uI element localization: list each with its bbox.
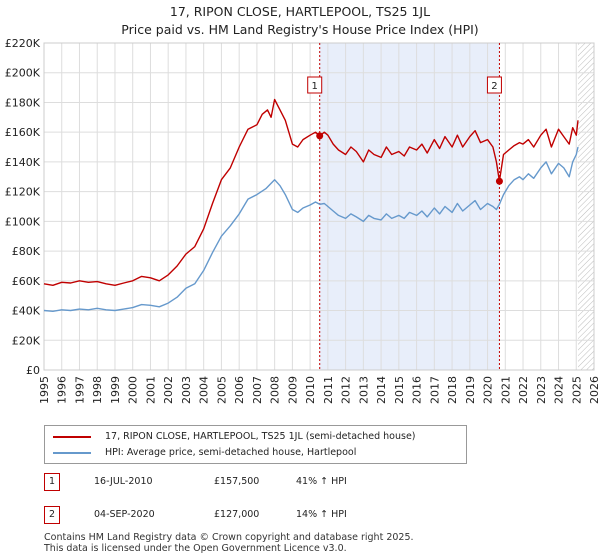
plot-area [44, 43, 594, 370]
y-tick-label: £220K [5, 37, 41, 50]
y-tick-label: £200K [5, 67, 41, 80]
chart-subtitle: Price paid vs. HM Land Registry's House … [121, 22, 479, 37]
annotation-date: 16-JUL-2010 [94, 476, 153, 487]
x-tick-label: 2022 [517, 376, 530, 404]
y-tick-label: £100K [5, 215, 41, 228]
legend-swatch-hpi [53, 452, 91, 454]
x-tick-label: 2024 [553, 376, 566, 404]
y-tick-label: £120K [5, 186, 41, 199]
footer-licence: This data is licensed under the Open Gov… [44, 543, 347, 554]
y-tick-label: £40K [12, 305, 41, 318]
forecast-hatch [578, 43, 594, 370]
sale-marker-label: 2 [491, 81, 497, 92]
x-tick-label: 2018 [446, 376, 459, 404]
annotation-price: £157,500 [214, 476, 260, 487]
x-tick-label: 1996 [56, 376, 69, 404]
x-tick-label: 2023 [535, 376, 548, 404]
x-tick-label: 2000 [127, 376, 140, 404]
x-tick-label: 1999 [109, 376, 122, 404]
legend-label-hpi: HPI: Average price, semi-detached house,… [105, 447, 357, 458]
sale-point [495, 177, 503, 185]
x-tick-label: 2016 [411, 376, 424, 404]
y-tick-label: £20K [12, 334, 41, 347]
x-tick-label: 1995 [38, 376, 51, 404]
y-tick-label: £140K [5, 156, 41, 169]
y-tick-label: £0 [26, 364, 40, 377]
y-tick-label: £80K [12, 245, 41, 258]
x-tick-label: 2006 [233, 376, 246, 404]
annotation-price: £127,000 [214, 509, 260, 520]
x-tick-label: 2009 [286, 376, 299, 404]
legend: 17, RIPON CLOSE, HARTLEPOOL, TS25 1JL (s… [44, 425, 467, 464]
plot-frame [43, 42, 595, 371]
footer-copyright: Contains HM Land Registry data © Crown c… [44, 532, 414, 543]
series-line-property [43, 98, 579, 286]
annotation-hpi-change: 14% ↑ HPI [296, 509, 347, 520]
x-tick-label: 2021 [499, 376, 512, 404]
x-tick-label: 2019 [464, 376, 477, 404]
sale-marker-box [307, 76, 323, 94]
sale-marker-box [486, 76, 502, 94]
y-tick-label: £160K [5, 126, 41, 139]
price-chart: £0 £20K £40K £60K £80K £100K £120K £140K £160K £1… [5, 37, 600, 404]
x-tick-label: 2020 [482, 376, 495, 404]
chart-title: 17, RIPON CLOSE, HARTLEPOOL, TS25 1JL [169, 4, 431, 19]
x-tick-label: 2014 [375, 376, 388, 404]
x-tick-label: 2011 [322, 376, 335, 404]
annotation-badge: 2 [44, 506, 60, 524]
x-tick-label: 1997 [73, 376, 86, 404]
x-tick-label: 1998 [91, 376, 104, 404]
annotation-date: 04-SEP-2020 [94, 509, 155, 520]
legend-label-property: 17, RIPON CLOSE, HARTLEPOOL, TS25 1JL (s… [105, 431, 416, 442]
series-line-hpi [43, 146, 579, 312]
legend-swatch-property [53, 436, 91, 438]
x-tick-label: 2005 [215, 376, 228, 404]
x-tick-label: 2008 [269, 376, 282, 404]
x-tick-label: 2003 [180, 376, 193, 404]
x-tick-label: 2013 [357, 376, 370, 404]
shaded-period [319, 43, 500, 370]
x-tick-label: 2007 [251, 376, 264, 404]
x-tick-label: 2010 [304, 376, 317, 404]
x-tick-label: 2002 [162, 376, 175, 404]
x-tick-label: 2015 [393, 376, 406, 404]
sale-marker-label: 1 [312, 81, 318, 92]
x-tick-label: 2012 [340, 376, 353, 404]
x-tick-label: 2025 [570, 376, 583, 404]
x-tick-label: 2001 [144, 376, 157, 404]
x-tick-label: 2004 [198, 376, 211, 404]
annotation-hpi-change: 41% ↑ HPI [296, 476, 347, 487]
y-tick-label: £180K [5, 96, 41, 109]
x-tick-label: 2026 [588, 376, 600, 404]
x-tick-label: 2017 [428, 376, 441, 404]
annotation-badge: 1 [44, 473, 60, 491]
sale-point [316, 132, 324, 140]
y-tick-label: £60K [12, 275, 41, 288]
